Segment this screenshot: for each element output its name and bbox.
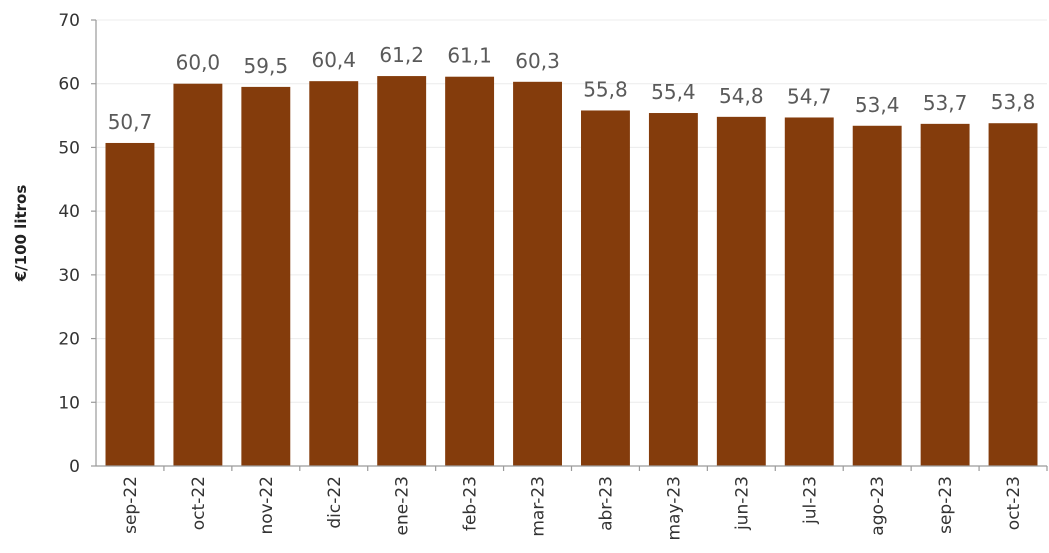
y-tick-label: 30	[58, 266, 80, 286]
bar-ene-23	[377, 76, 427, 466]
y-tick-label: 0	[69, 457, 80, 477]
data-label-dic-22: 60,4	[311, 48, 356, 72]
data-label-ene-23: 61,2	[379, 43, 424, 67]
bar-feb-23	[445, 76, 495, 466]
x-tick-label-oct-23: oct-23	[1004, 476, 1024, 530]
x-tick-label-ene-23: ene-23	[393, 476, 413, 535]
data-label-sep-23: 53,7	[923, 91, 968, 115]
bar-ago-23	[852, 125, 902, 466]
bar-oct-23	[988, 123, 1038, 467]
x-tick-label-abr-23: abr-23	[596, 476, 616, 531]
bar-nov-22	[241, 86, 291, 467]
data-label-ago-23: 53,4	[855, 93, 900, 117]
x-tick-label-jun-23: jun-23	[732, 476, 752, 531]
data-label-may-23: 55,4	[651, 80, 696, 104]
bar-dic-22	[309, 81, 359, 466]
data-label-jul-23: 54,7	[787, 84, 832, 108]
bar-mar-23	[513, 81, 562, 466]
x-tick-label-feb-23: feb-23	[461, 476, 481, 531]
bar-jul-23	[784, 117, 834, 467]
data-label-oct-23: 53,8	[991, 90, 1036, 114]
x-tick-label-oct-22: oct-22	[189, 476, 209, 530]
x-tick-label-jul-23: jul-23	[800, 476, 820, 525]
data-label-feb-23: 61,1	[447, 44, 492, 68]
data-label-jun-23: 54,8	[719, 84, 764, 108]
y-tick-label: 70	[58, 11, 80, 31]
y-axis-title: €/100 litros	[12, 185, 30, 283]
y-tick-labels: 0 10 20 30 40 50 60 70	[58, 11, 96, 477]
data-label-sep-22: 50,7	[108, 110, 153, 134]
bars	[105, 76, 1038, 467]
x-tick-label-nov-22: nov-22	[257, 476, 277, 535]
y-tick-label: 10	[58, 393, 80, 413]
bar-sep-22	[105, 142, 155, 466]
bar-oct-22	[173, 83, 223, 466]
x-tick-labels: sep-22 oct-22 nov-22 dic-22 ene-23 feb-23 mar-…	[121, 466, 1048, 541]
x-tick-label-sep-23: sep-23	[936, 476, 956, 534]
data-label-abr-23: 55,8	[583, 77, 628, 101]
bar-abr-23	[581, 110, 630, 466]
bar-jun-23	[716, 116, 766, 467]
x-tick-label-mar-23: mar-23	[529, 476, 549, 537]
axes	[95, 20, 1047, 467]
data-label-mar-23: 60,3	[515, 49, 560, 73]
bar-sep-23	[920, 123, 970, 467]
bar-may-23	[648, 113, 698, 466]
data-label-oct-22: 60,0	[176, 51, 221, 75]
data-labels: 50,7 60,0 59,5 60,4 61,2 61,1 60,3 55,8 55,4 54,8…	[108, 43, 1036, 134]
x-tick-label-dic-22: dic-22	[325, 476, 345, 529]
y-tick-label: 40	[58, 202, 80, 222]
data-label-nov-22: 59,5	[244, 54, 289, 78]
x-tick-label-ago-23: ago-23	[868, 476, 888, 536]
y-tick-label: 50	[58, 138, 80, 158]
y-tick-label: 60	[58, 75, 80, 95]
y-tick-label: 20	[58, 330, 80, 350]
gridlines	[96, 19, 1047, 403]
x-tick-label-sep-22: sep-22	[121, 476, 141, 534]
x-tick-label-may-23: may-23	[664, 476, 684, 541]
